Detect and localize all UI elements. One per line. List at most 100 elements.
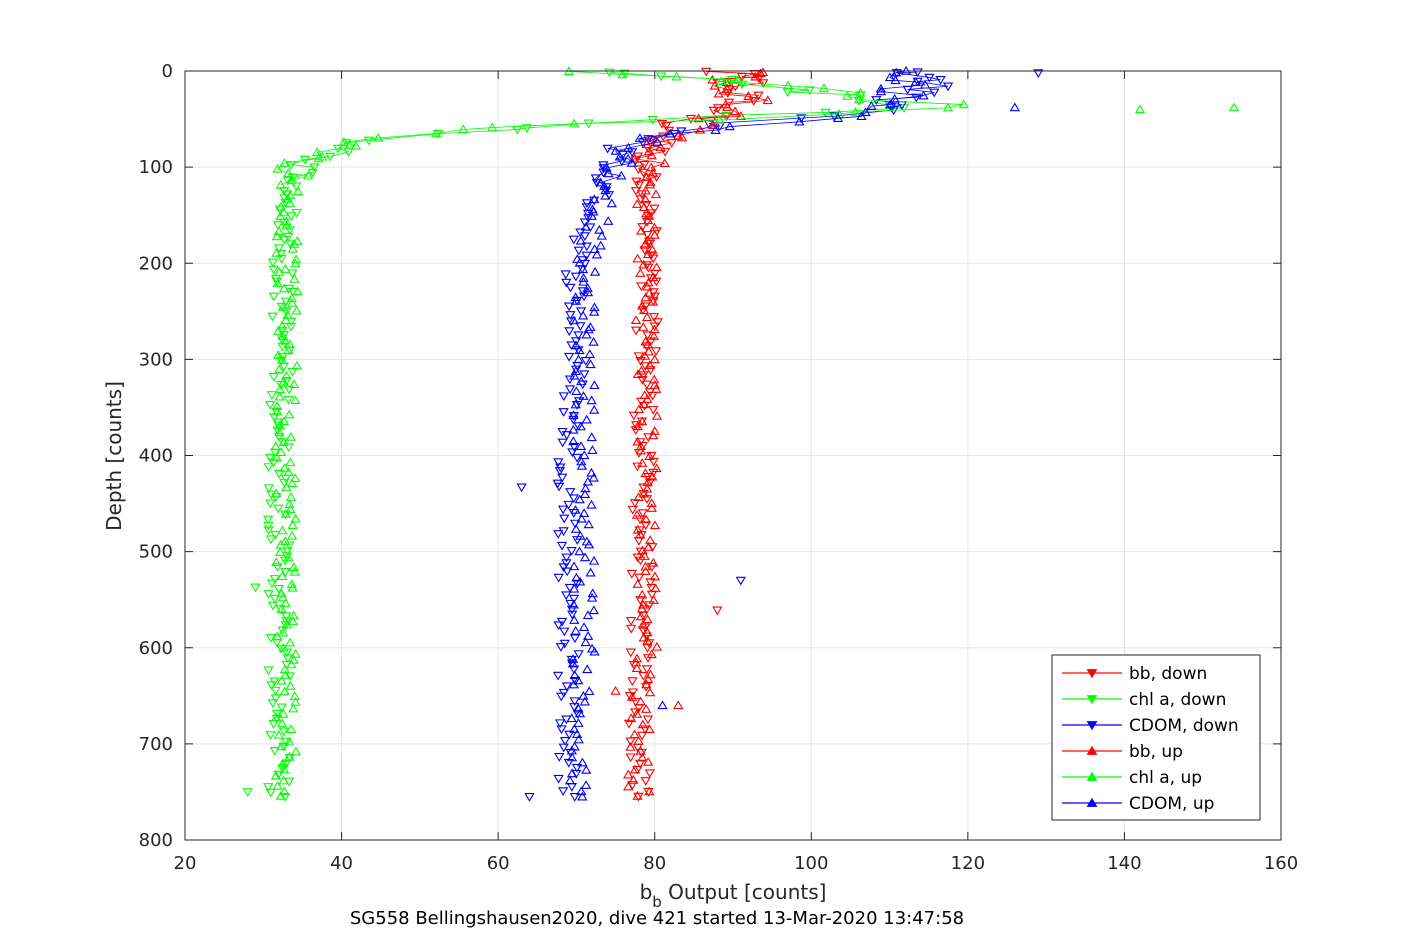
data-point	[735, 111, 747, 120]
data-point	[627, 677, 638, 687]
data-point	[278, 742, 289, 752]
data-point	[604, 68, 615, 78]
data-point	[263, 521, 274, 531]
data-point	[648, 254, 659, 264]
data-point	[278, 708, 289, 718]
data-point	[278, 642, 289, 652]
data-point	[284, 637, 296, 647]
data-point	[636, 190, 648, 200]
data-point	[324, 152, 336, 162]
data-point	[290, 648, 301, 658]
data-point	[885, 99, 896, 109]
x-axis-label-main: b	[640, 880, 653, 904]
data-point	[271, 557, 282, 566]
data-point	[568, 415, 579, 425]
data-point	[890, 75, 901, 85]
data-point	[755, 68, 766, 78]
data-point	[601, 162, 612, 172]
data-point	[577, 791, 588, 801]
data-point	[558, 743, 569, 753]
y-axis-label: Depth [counts]	[102, 381, 126, 531]
data-point	[635, 596, 646, 605]
data-point	[640, 185, 651, 195]
data-point	[629, 153, 640, 163]
data-point	[594, 224, 605, 234]
legend-marker	[1086, 721, 1098, 731]
data-point	[650, 347, 662, 357]
data-point	[641, 632, 652, 642]
data-point	[634, 526, 645, 536]
data-point	[343, 148, 354, 157]
data-point	[553, 530, 564, 539]
data-point	[273, 770, 284, 780]
data-point	[263, 666, 274, 676]
data-point	[285, 724, 297, 734]
data-point	[279, 463, 290, 472]
data-point	[919, 79, 931, 89]
data-point	[582, 664, 593, 674]
data-point	[567, 448, 578, 458]
data-point	[569, 442, 580, 452]
data-point	[627, 505, 638, 515]
data-point	[631, 663, 643, 672]
data-point	[579, 218, 591, 228]
data-point	[631, 653, 643, 663]
data-point	[273, 226, 285, 236]
data-point	[635, 529, 646, 539]
data-point	[644, 687, 656, 697]
series-5	[564, 65, 1020, 801]
data-point	[637, 458, 648, 467]
data-point	[641, 679, 652, 689]
data-point	[563, 500, 574, 510]
data-point	[564, 730, 575, 740]
data-point	[271, 488, 282, 498]
data-point	[635, 441, 646, 451]
data-point	[918, 90, 929, 100]
data-point	[640, 514, 652, 524]
data-point	[591, 249, 603, 259]
data-point	[516, 483, 527, 493]
data-point	[580, 221, 592, 231]
data-point	[569, 741, 580, 751]
data-point	[268, 265, 279, 275]
data-point	[639, 351, 651, 360]
data-point	[273, 421, 284, 431]
data-point	[642, 635, 653, 645]
data-point	[639, 390, 650, 400]
data-point	[713, 88, 724, 98]
data-point	[274, 469, 285, 479]
data-point	[853, 96, 865, 106]
data-point	[283, 385, 295, 395]
data-point	[573, 354, 584, 364]
data-point	[637, 719, 648, 729]
data-point	[569, 615, 580, 624]
data-point	[274, 391, 285, 401]
data-point	[631, 510, 643, 519]
data-point	[558, 563, 569, 573]
data-point	[648, 405, 659, 415]
data-point	[285, 323, 297, 332]
data-point	[636, 225, 647, 235]
data-point	[623, 781, 634, 791]
data-point	[632, 765, 643, 775]
data-point	[648, 557, 659, 567]
data-point	[644, 724, 655, 734]
data-point	[275, 790, 286, 800]
data-point	[656, 119, 668, 129]
data-point	[287, 520, 298, 530]
data-point	[630, 708, 641, 718]
x-axis-label-rest: Output [counts]	[662, 880, 827, 904]
data-point	[650, 189, 662, 199]
data-point	[553, 573, 564, 583]
data-point	[603, 168, 614, 178]
data-point	[567, 610, 578, 620]
data-point	[565, 488, 576, 497]
data-point	[804, 86, 815, 96]
data-point	[635, 696, 646, 706]
data-point	[317, 151, 328, 161]
data-point	[638, 202, 650, 212]
data-point	[292, 236, 303, 245]
data-point	[575, 322, 586, 332]
data-point	[566, 713, 577, 723]
